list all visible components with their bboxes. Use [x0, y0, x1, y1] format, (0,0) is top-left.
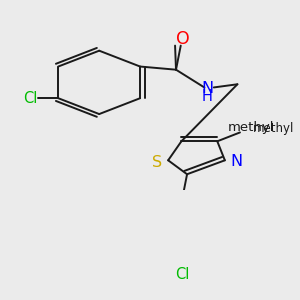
Text: H: H — [202, 89, 213, 104]
Text: S: S — [152, 155, 162, 170]
Text: methyl: methyl — [228, 121, 274, 134]
Text: N: N — [201, 81, 213, 96]
Text: methyl: methyl — [253, 122, 295, 135]
Text: O: O — [176, 30, 190, 48]
Text: Cl: Cl — [175, 267, 190, 282]
Text: Cl: Cl — [23, 91, 37, 106]
Text: N: N — [230, 154, 242, 169]
